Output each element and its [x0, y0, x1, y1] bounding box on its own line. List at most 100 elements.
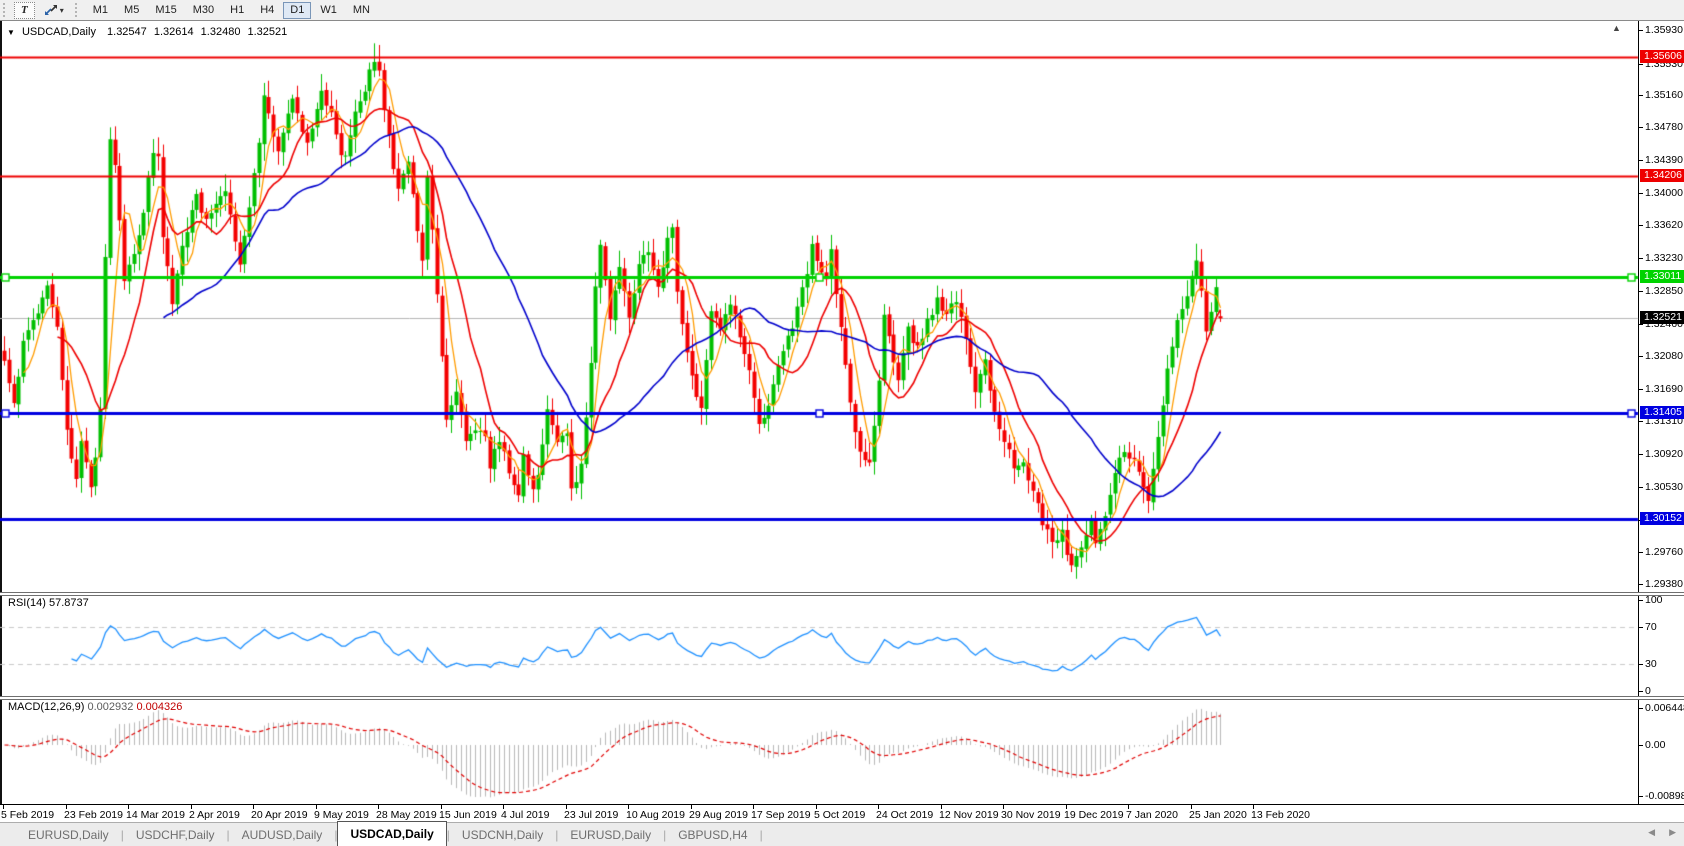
date-tick — [253, 805, 254, 809]
collapse-icon[interactable]: ▼ — [7, 28, 15, 37]
chart-tab-gbpusd-h4[interactable]: GBPUSD,H4 — [678, 827, 748, 842]
date-tick — [3, 805, 4, 809]
rsi-tick-label: 70 — [1645, 621, 1657, 633]
date-label: 23 Feb 2019 — [64, 809, 123, 821]
price-tick — [1638, 193, 1643, 194]
date-label: 10 Aug 2019 — [626, 809, 685, 821]
price-tick-label: 1.34000 — [1645, 187, 1683, 199]
price-tick-label: 1.32850 — [1645, 285, 1683, 297]
rsi-tick-label: 30 — [1645, 658, 1657, 670]
macd-tick — [1638, 708, 1643, 709]
price-tick — [1638, 258, 1643, 259]
tab-separator: | — [555, 827, 559, 842]
tab-separator: | — [120, 827, 124, 842]
rsi-value: 57.8737 — [48, 597, 89, 609]
price-tick-label: 1.35160 — [1645, 89, 1683, 101]
rsi-tick-label: 100 — [1645, 594, 1663, 606]
rsi-tick-label: 0 — [1645, 685, 1651, 697]
tab-separator: | — [759, 827, 763, 842]
tab-scroll-left-button[interactable]: ◀ — [1648, 827, 1656, 837]
price-tick — [1638, 30, 1643, 31]
chart-tab-usdcad-daily[interactable]: USDCAD,Daily — [337, 821, 447, 846]
macd-tick-label: 0.00 — [1645, 739, 1666, 751]
ohlc-low: 1.32480 — [200, 26, 241, 38]
date-tick — [503, 805, 504, 809]
date-label: 23 Jul 2019 — [564, 809, 619, 821]
price-tick-label: 1.32080 — [1645, 350, 1683, 362]
rsi-tick — [1638, 691, 1643, 692]
date-label: 12 Nov 2019 — [939, 809, 999, 821]
date-tick — [1128, 805, 1129, 809]
price-tick-label: 1.33230 — [1645, 252, 1683, 264]
price-tick — [1638, 421, 1643, 422]
hline-price-flag: 1.30152 — [1640, 512, 1684, 525]
price-tick — [1638, 225, 1643, 226]
date-tick — [1066, 805, 1067, 809]
tab-separator: | — [226, 827, 230, 842]
hline-price-flag: 1.34206 — [1640, 169, 1684, 182]
date-label: 14 Mar 2019 — [126, 809, 185, 821]
rsi-tick — [1638, 627, 1643, 628]
hline-price-flag: 1.33011 — [1640, 270, 1684, 283]
symbol-label: USDCAD,Daily — [21, 26, 96, 38]
date-tick — [878, 805, 879, 809]
price-tick-label: 1.35930 — [1645, 24, 1683, 36]
date-label: 29 Aug 2019 — [689, 809, 748, 821]
date-tick — [941, 805, 942, 809]
hline-price-flag: 1.35606 — [1640, 50, 1684, 63]
rsi-tick — [1638, 600, 1643, 601]
macd-tick — [1638, 745, 1643, 746]
date-tick — [628, 805, 629, 809]
rsi-tick — [1638, 664, 1643, 665]
date-label: 17 Sep 2019 — [751, 809, 811, 821]
ohlc-high: 1.32614 — [153, 26, 194, 38]
chart-tab-eurusd-daily[interactable]: EURUSD,Daily — [570, 827, 652, 842]
date-label: 25 Jan 2020 — [1189, 809, 1247, 821]
scroll-up-icon[interactable]: ▲ — [1612, 23, 1621, 33]
price-tick — [1638, 487, 1643, 488]
price-tick-label: 1.31690 — [1645, 383, 1683, 395]
date-label: 13 Feb 2020 — [1251, 809, 1310, 821]
price-tick — [1638, 160, 1643, 161]
date-tick — [191, 805, 192, 809]
price-tick — [1638, 454, 1643, 455]
date-tick — [66, 805, 67, 809]
ohlc-close: 1.32521 — [247, 26, 288, 38]
tab-separator: | — [663, 827, 667, 842]
tab-scroll-right-button[interactable]: ▶ — [1669, 827, 1676, 837]
date-label: 5 Oct 2019 — [814, 809, 866, 821]
date-tick — [441, 805, 442, 809]
price-tick-label: 1.34390 — [1645, 154, 1683, 166]
price-tick — [1638, 552, 1643, 553]
price-tick — [1638, 95, 1643, 96]
chart-tab-usdcnh-daily[interactable]: USDCNH,Daily — [461, 827, 544, 842]
price-tick-label: 1.29760 — [1645, 546, 1683, 558]
chart-tab-audusd-daily[interactable]: AUDUSD,Daily — [241, 827, 323, 842]
date-tick — [566, 805, 567, 809]
macd-tick — [1638, 796, 1643, 797]
macd-tick-label: -0.008982 — [1645, 790, 1684, 802]
date-label: 28 May 2019 — [376, 809, 437, 821]
date-tick — [1191, 805, 1192, 809]
price-tick-label: 1.29380 — [1645, 578, 1683, 590]
ohlc-open: 1.32547 — [107, 26, 147, 38]
price-tick — [1638, 356, 1643, 357]
date-label: 30 Nov 2019 — [1001, 809, 1061, 821]
hline-price-flag: 1.31405 — [1640, 406, 1684, 419]
date-tick — [128, 805, 129, 809]
price-tick — [1638, 64, 1643, 65]
rsi-label: RSI(14) 57.8737 — [8, 597, 89, 609]
chart-tab-usdchf-daily[interactable]: USDCHF,Daily — [135, 827, 215, 842]
date-label: 9 May 2019 — [314, 809, 369, 821]
date-label: 5 Feb 2019 — [1, 809, 55, 821]
date-tick — [1253, 805, 1254, 809]
chart-tab-bar: EURUSD,Daily | USDCHF,Daily | AUDUSD,Daily | U… — [0, 821, 1684, 846]
macd-main-value: 0.002932 — [87, 701, 134, 713]
date-label: 7 Jan 2020 — [1126, 809, 1178, 821]
date-label: 15 Jun 2019 — [439, 809, 497, 821]
chart-tab-eurusd-daily[interactable]: EURUSD,Daily — [28, 827, 109, 842]
date-tick — [691, 805, 692, 809]
date-tick — [378, 805, 379, 809]
